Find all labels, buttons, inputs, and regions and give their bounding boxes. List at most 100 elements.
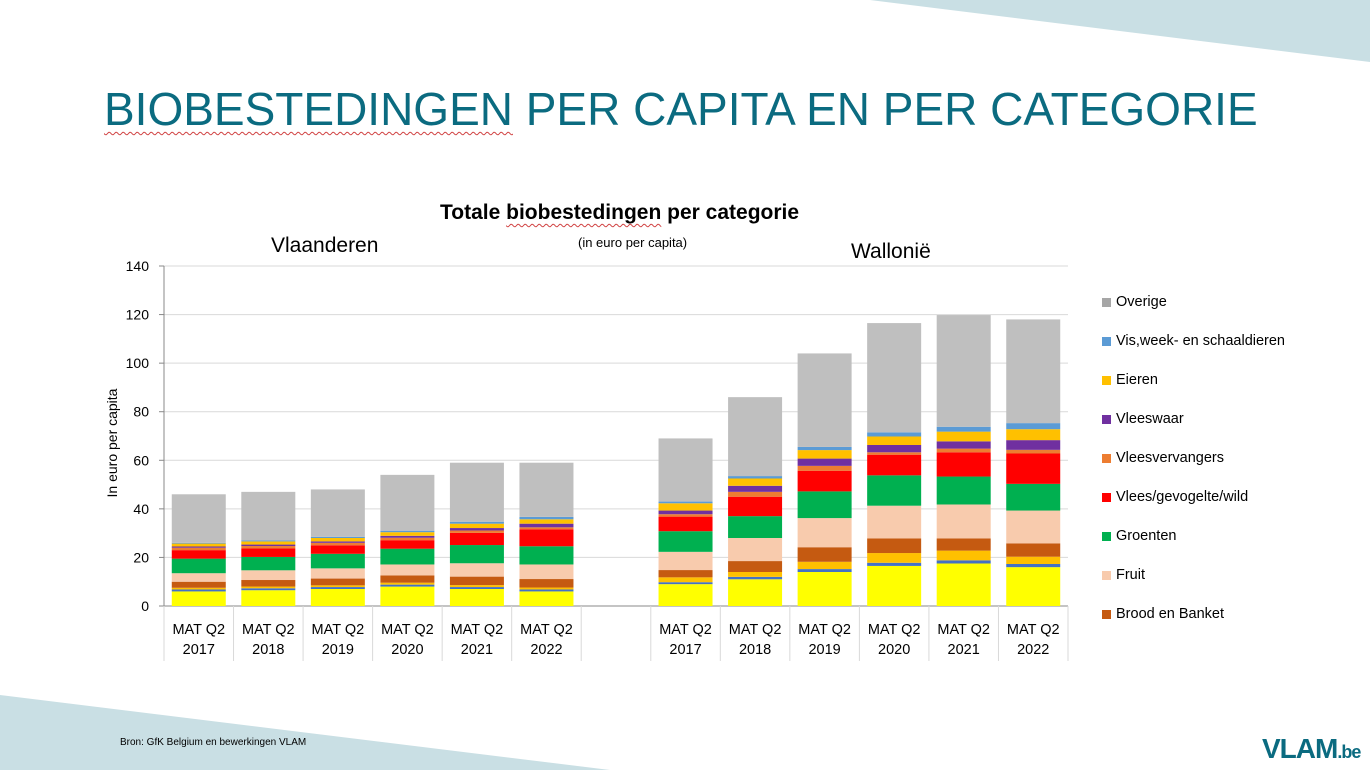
bar-segment — [449, 532, 504, 546]
bar-segment — [797, 465, 852, 471]
bar-segment — [310, 536, 365, 538]
x-tick-label: 2021 — [461, 642, 493, 658]
bar-segment — [867, 432, 922, 437]
bar-segment — [936, 504, 991, 539]
bar-segment — [797, 561, 852, 570]
bar-segment — [380, 586, 435, 606]
legend-swatch — [1102, 610, 1111, 619]
legend-label: Overige — [1116, 294, 1167, 310]
bar-segment — [380, 532, 435, 536]
bar-segment — [728, 491, 783, 497]
bar-segment — [936, 560, 991, 564]
bar-segment — [310, 578, 365, 586]
bar-segment — [658, 501, 713, 504]
x-tick-label: MAT Q2 — [242, 622, 295, 638]
bar-segment — [936, 550, 991, 561]
bar-segment — [797, 470, 852, 492]
bar-segment — [171, 546, 226, 548]
bar-segment — [658, 584, 713, 606]
x-tick-label: MAT Q2 — [798, 622, 851, 638]
bar-segment — [171, 573, 226, 582]
bar-segment — [797, 353, 852, 447]
slide-title-part1: BIOBESTEDINGEN — [104, 83, 513, 135]
bar-segment — [241, 544, 296, 547]
x-tick-label: 2020 — [878, 642, 910, 658]
bar-segment — [1006, 563, 1061, 568]
legend-swatch — [1102, 493, 1111, 502]
bar-segment — [867, 323, 922, 433]
bar-segment — [519, 529, 574, 547]
bar-segment — [728, 538, 783, 562]
bar-segment — [241, 540, 296, 542]
x-tick-label: 2018 — [739, 642, 771, 658]
x-tick-label: 2022 — [530, 642, 562, 658]
legend-label: Fruit — [1116, 567, 1145, 583]
bottom-left-stripe — [0, 695, 610, 770]
y-tick-label: 20 — [133, 549, 149, 565]
bar-segment — [1006, 556, 1061, 564]
x-tick-label: MAT Q2 — [312, 622, 365, 638]
bar-segment — [936, 426, 991, 432]
bar-segment — [728, 561, 783, 572]
bar-segment — [867, 436, 922, 445]
bar-segment — [1006, 423, 1061, 430]
bar-segment — [519, 579, 574, 588]
bar-segment — [728, 496, 783, 517]
bar-segment — [936, 476, 991, 505]
bar-segment — [380, 548, 435, 565]
bar-segment — [449, 523, 504, 529]
x-tick-label: MAT Q2 — [172, 622, 225, 638]
bar-segment — [936, 431, 991, 442]
legend-swatch — [1102, 415, 1111, 424]
legend-swatch — [1102, 337, 1111, 346]
bar-segment — [936, 315, 991, 427]
bar-segment — [449, 585, 504, 588]
bar-segment — [658, 514, 713, 517]
bar-segment — [310, 587, 365, 589]
bar-segment — [449, 576, 504, 586]
chart-subtitle: (in euro per capita) — [578, 235, 688, 250]
bar-segment — [1006, 543, 1061, 557]
bar-segment — [310, 542, 365, 546]
bar-segment — [936, 563, 991, 606]
bar-segment — [171, 542, 226, 544]
x-tick-label: 2017 — [669, 642, 701, 658]
bar-segment — [658, 551, 713, 571]
bar-segment — [797, 458, 852, 466]
x-tick-label: MAT Q2 — [729, 622, 782, 638]
bar-segment — [380, 582, 435, 585]
x-tick-label: 2019 — [808, 642, 840, 658]
bar-segment — [867, 454, 922, 476]
chart-title-part2: biobestedingen — [506, 201, 662, 224]
bar-segment — [728, 516, 783, 538]
logo-suffix: .be — [1337, 742, 1361, 762]
bar-segment — [519, 527, 574, 530]
bar-segment — [171, 591, 226, 606]
chart-title-part1: Totale — [440, 201, 507, 224]
y-tick-label: 80 — [133, 404, 149, 420]
bar-segment — [310, 538, 365, 542]
x-tick-label: MAT Q2 — [451, 622, 504, 638]
bar-segment — [241, 548, 296, 557]
bar-segment — [241, 580, 296, 587]
bar-segment — [310, 553, 365, 569]
bar-segment — [797, 446, 852, 451]
bar-segment — [797, 572, 852, 606]
logo-main: VLAM — [1262, 733, 1338, 764]
bar-segment — [171, 543, 226, 547]
legend-swatch — [1102, 376, 1111, 385]
bar-segment — [380, 535, 435, 538]
bar-segment — [519, 589, 574, 592]
x-tick-label: MAT Q2 — [937, 622, 990, 638]
bar-segment — [380, 584, 435, 587]
bar-segment — [310, 585, 365, 588]
bar-segment — [310, 568, 365, 579]
bar-segment — [728, 579, 783, 606]
bar-segment — [380, 575, 435, 583]
bar-segment — [310, 489, 365, 537]
bar-segment — [936, 538, 991, 551]
bar-segment — [658, 438, 713, 502]
vlam-logo: VLAM.be — [1262, 733, 1361, 765]
